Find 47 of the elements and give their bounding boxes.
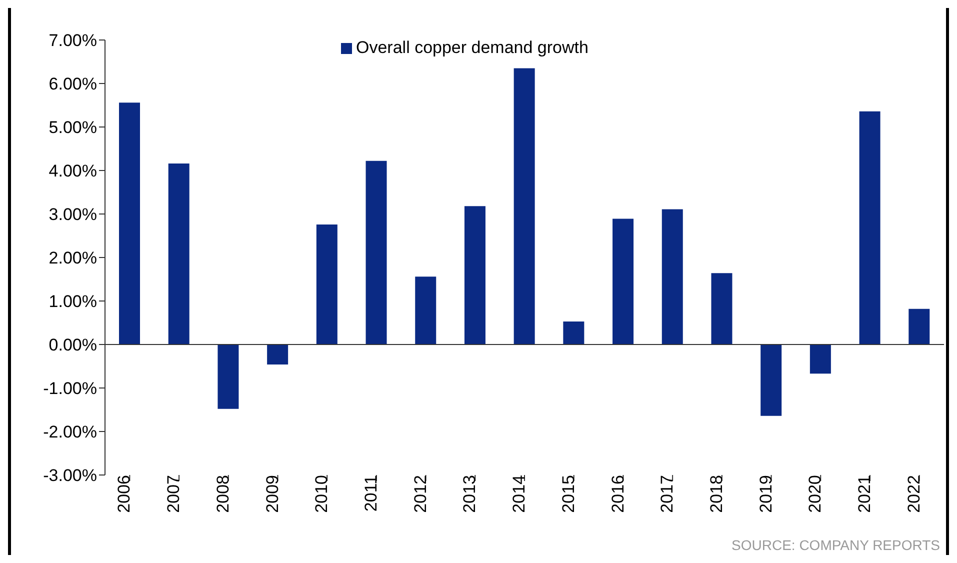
x-tick-label: 2011: [362, 475, 381, 512]
x-tick-label: 2006: [114, 475, 134, 513]
bar: [218, 344, 239, 409]
bar: [267, 344, 288, 365]
y-tick-label: 4.00%: [48, 162, 97, 181]
x-tick-label: 2014: [510, 475, 529, 513]
bar: [859, 111, 880, 344]
bar: [366, 160, 387, 344]
y-tick-label: 1.00%: [48, 292, 97, 312]
y-tick-label: -3.00%: [43, 466, 97, 486]
x-tick-label: 2008: [213, 475, 232, 513]
bar: [662, 209, 683, 344]
x-tick-label: 2018: [706, 475, 726, 513]
y-tick-label: 2.00%: [48, 248, 97, 268]
bar: [316, 224, 338, 344]
x-tick-label: 2020: [806, 475, 825, 513]
y-tick-label: -2.00%: [43, 422, 97, 442]
bar: [514, 68, 535, 344]
x-tick-label: 2017: [658, 475, 677, 513]
x-tick-label: 2010: [312, 475, 332, 513]
x-tick-label: 2016: [608, 475, 628, 513]
bar: [563, 321, 584, 344]
y-tick-label: 6.00%: [48, 74, 97, 94]
y-tick-label: 3.00%: [48, 205, 97, 224]
bar: [612, 218, 634, 344]
legend-label: Overall copper demand growth: [356, 38, 588, 57]
y-tick-label: 0.00%: [48, 336, 97, 355]
y-tick-label: 5.00%: [48, 118, 97, 138]
x-tick-label: 2009: [262, 475, 282, 513]
bar: [908, 308, 930, 344]
bar: [810, 344, 831, 374]
bar: [119, 102, 140, 344]
x-tick-label: 2007: [164, 475, 184, 513]
bar: [760, 344, 782, 416]
x-tick-label: 2019: [756, 475, 776, 513]
x-tick-label: 2021: [855, 475, 874, 513]
x-tick-label: 2012: [410, 475, 430, 513]
y-tick-label: 7.00%: [48, 31, 97, 50]
bar: [415, 276, 436, 344]
bar: [464, 206, 486, 344]
y-tick-label: -1.00%: [43, 379, 97, 398]
x-tick-label: 2013: [460, 475, 480, 513]
bar: [168, 164, 190, 344]
source-note: SOURCE: COMPANY REPORTS: [732, 537, 940, 553]
x-tick-label: 2015: [558, 475, 578, 513]
x-tick-label: 2022: [904, 475, 924, 513]
bar: [711, 273, 732, 344]
